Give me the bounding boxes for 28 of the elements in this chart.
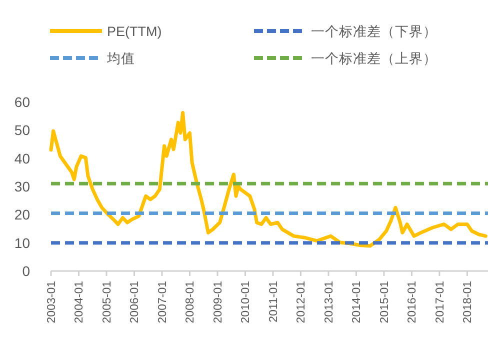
y-tick-label: 10 — [14, 234, 30, 251]
x-tick-label: 2013-01 — [323, 281, 336, 324]
legend-label: 一个标准差（上界） — [311, 51, 437, 66]
legend-label: PE(TTM) — [107, 24, 162, 39]
x-tick-label: 2003-01 — [46, 281, 58, 324]
y-tick-label: 0 — [22, 263, 30, 279]
legend-label: 均值 — [106, 51, 135, 66]
y-tick-label: 40 — [14, 150, 30, 166]
x-tick-label: 2009-01 — [212, 281, 224, 324]
x-tick-label: 2004-01 — [74, 281, 86, 324]
x-tick-label: 2014-01 — [351, 281, 364, 324]
x-tick-label: 2012-01 — [296, 281, 308, 324]
x-tick-label: 2016-01 — [406, 281, 419, 324]
x-tick-label: 2005-01 — [101, 281, 114, 324]
y-tick-label: 60 — [14, 94, 30, 110]
x-tick-label: 2011-01 — [268, 281, 280, 322]
legend-label: 一个标准差（下界） — [311, 24, 437, 39]
y-tick-label: 30 — [14, 178, 30, 194]
y-tick-label: 50 — [14, 122, 30, 138]
x-tick-label: 2018-01 — [462, 281, 474, 324]
line-series — [49, 110, 488, 248]
x-tick-label: 2017-01 — [434, 281, 446, 324]
x-tick-label: 2008-01 — [184, 281, 197, 324]
y-tick-label: 20 — [14, 206, 30, 223]
x-tick-label: 2015-01 — [378, 281, 391, 324]
x-tick-label: 2007-01 — [156, 281, 169, 324]
x-tick-label: 2010-01 — [240, 281, 252, 324]
x-tick-label: 2006-01 — [129, 281, 142, 324]
